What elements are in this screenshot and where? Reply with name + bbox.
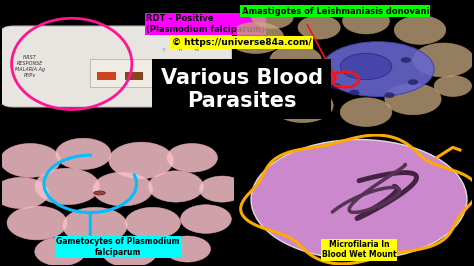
Bar [125, 72, 144, 80]
Circle shape [148, 171, 204, 202]
Ellipse shape [94, 191, 105, 195]
Circle shape [0, 177, 49, 209]
Circle shape [321, 66, 331, 72]
Text: Pf: Pf [179, 48, 182, 52]
Circle shape [394, 16, 446, 44]
Circle shape [181, 205, 231, 233]
Ellipse shape [340, 53, 392, 80]
Circle shape [343, 8, 390, 34]
Circle shape [102, 236, 157, 266]
Circle shape [401, 57, 411, 63]
Bar [90, 59, 160, 87]
Circle shape [199, 176, 245, 202]
Circle shape [408, 79, 418, 85]
Circle shape [228, 22, 284, 53]
Circle shape [434, 76, 472, 97]
Circle shape [166, 143, 218, 172]
Text: Pv: Pv [194, 48, 199, 52]
Text: Microfilaria In
Blood Wet Mount: Microfilaria In Blood Wet Mount [322, 240, 396, 259]
FancyBboxPatch shape [0, 26, 231, 107]
Circle shape [270, 46, 321, 74]
Circle shape [35, 168, 100, 205]
Text: FIRST
RESPONSE
MALARIA Ag
Pf/Pv: FIRST RESPONSE MALARIA Ag Pf/Pv [15, 55, 45, 78]
Text: © https://universe84a.com/: © https://universe84a.com/ [172, 38, 311, 47]
Circle shape [164, 236, 210, 262]
Circle shape [330, 83, 341, 89]
Text: RDT – Positive
(Plasmodium falciparum): RDT – Positive (Plasmodium falciparum) [146, 14, 265, 34]
Circle shape [298, 16, 340, 39]
Text: C: C [163, 48, 166, 52]
Bar [97, 72, 116, 80]
Circle shape [63, 207, 128, 244]
Text: Various Blood
Parasites: Various Blood Parasites [161, 68, 323, 111]
Circle shape [109, 142, 173, 179]
Text: Amastigotes of Leishmaniasis donovani: Amastigotes of Leishmaniasis donovani [242, 7, 429, 15]
Circle shape [251, 140, 467, 259]
Circle shape [7, 206, 67, 240]
Ellipse shape [321, 42, 434, 97]
Circle shape [384, 92, 395, 98]
Circle shape [251, 5, 293, 29]
Circle shape [125, 207, 181, 239]
Circle shape [237, 73, 284, 99]
Circle shape [385, 84, 441, 115]
Circle shape [35, 237, 86, 266]
Circle shape [413, 43, 474, 77]
Circle shape [349, 90, 359, 95]
Circle shape [272, 89, 333, 123]
Circle shape [55, 138, 111, 169]
Circle shape [340, 98, 392, 126]
Text: Gametocytes of Plasmodium
falciparum: Gametocytes of Plasmodium falciparum [56, 238, 180, 257]
Circle shape [92, 172, 153, 206]
Circle shape [0, 143, 60, 177]
